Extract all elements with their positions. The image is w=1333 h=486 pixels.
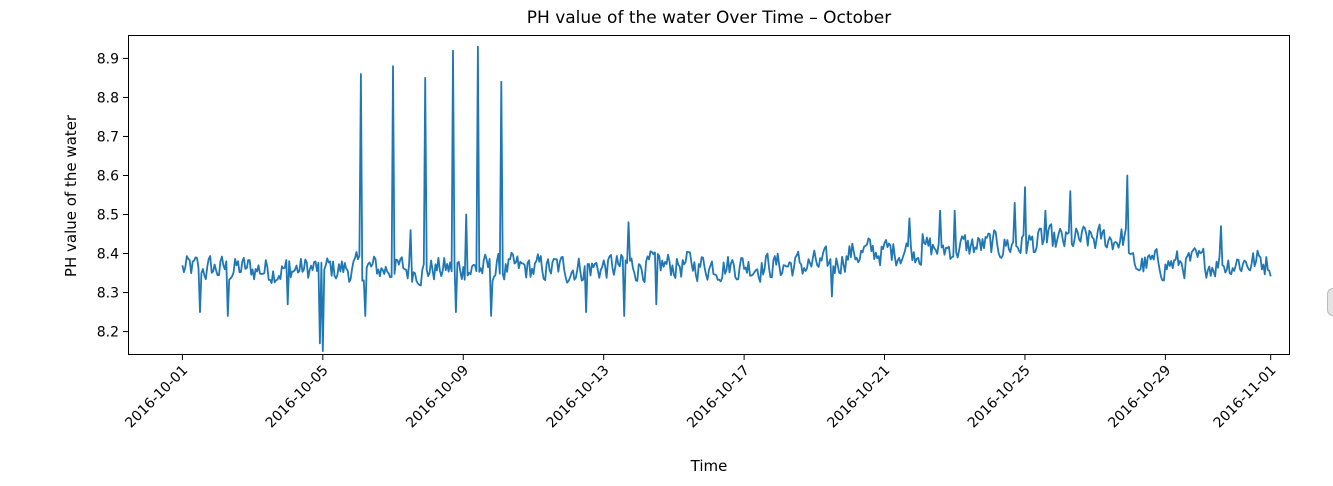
plot-frame [128,35,1290,355]
y-axis-label: PH value of the water [62,114,80,277]
series-line-ph-value [181,45,1272,352]
y-tick-label: 8.3 [97,286,119,302]
y-tick-label: 8.7 [97,129,119,145]
x-axis-label: Time [690,457,728,475]
y-tick-label: 8.8 [97,90,119,106]
y-tick-label: 8.2 [97,325,119,341]
y-tick-label: 8.5 [97,208,119,224]
y-tick-label: 8.4 [97,247,119,263]
scroll-edge-handle[interactable] [1327,288,1333,316]
y-axis: 8.2 8.3 8.4 8.5 8.6 8.7 8.8 8.9 [97,51,128,341]
chart-title: PH value of the water Over Time – Octobe… [527,8,891,28]
plot-area [181,45,1272,352]
y-tick-label: 8.9 [97,51,119,67]
y-tick-label: 8.6 [97,168,119,184]
